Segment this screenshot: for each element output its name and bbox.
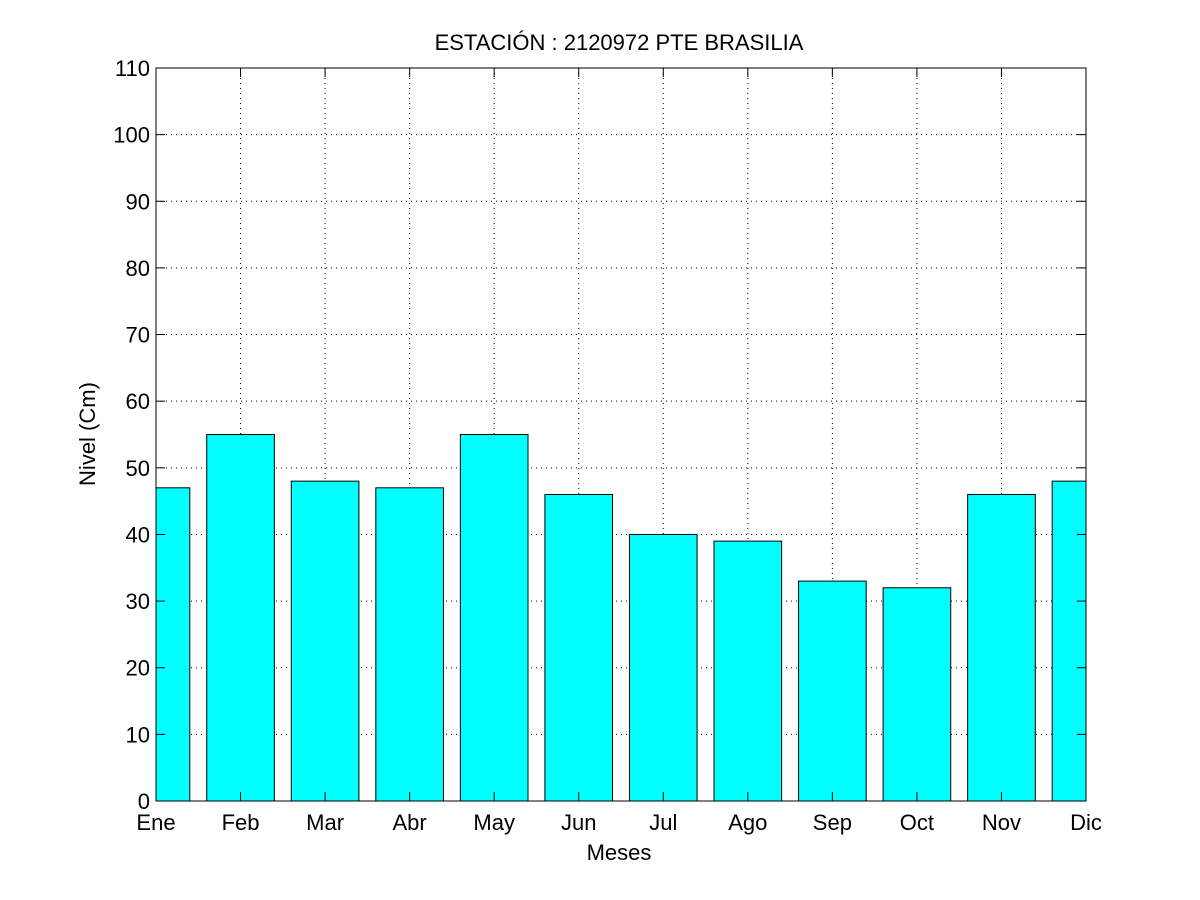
x-axis-label: Meses [587, 840, 652, 865]
y-tick-label: 100 [113, 123, 150, 148]
y-axis-label: Nivel (Cm) [75, 382, 100, 486]
bar-sep [798, 580, 867, 801]
x-tick-label: Jul [649, 810, 677, 835]
bar-jun [544, 493, 614, 801]
x-tick-label: Ago [728, 810, 767, 835]
y-tick-label: 10 [126, 722, 150, 747]
bar-feb [206, 434, 275, 801]
y-tick-label: 20 [126, 656, 150, 681]
x-tick-label: Feb [222, 810, 260, 835]
y-tick-label: 80 [126, 256, 150, 281]
y-tick-label: 40 [126, 522, 150, 547]
bar-oct [882, 587, 952, 801]
axis-ticks [155, 67, 1087, 802]
bar-mar [290, 480, 360, 801]
bar-may [459, 434, 529, 801]
x-tick-label: Mar [306, 810, 344, 835]
y-tick-labels: 0 10 20 30 40 50 60 70 80 90 100 110 [113, 56, 150, 814]
y-tick-label: 0 [138, 789, 150, 814]
y-tick-label: 50 [126, 456, 150, 481]
bar-nov [967, 493, 1036, 801]
y-tick-label: 60 [126, 389, 150, 414]
y-tick-label: 70 [126, 323, 150, 348]
bar-abr [375, 487, 444, 801]
x-tick-label: Oct [900, 810, 934, 835]
y-tick-label: 90 [126, 189, 150, 214]
bar-jul [628, 533, 698, 801]
x-tick-label: Nov [982, 810, 1021, 835]
x-tick-label: Dic [1070, 810, 1102, 835]
x-tick-label: Jun [561, 810, 596, 835]
bars [156, 434, 1086, 801]
x-tick-label: Ene [136, 810, 175, 835]
axes-box [155, 67, 1087, 802]
x-tick-label: Abr [393, 810, 427, 835]
x-tick-label: May [473, 810, 515, 835]
y-tick-label: 110 [115, 56, 150, 81]
bar-ene [156, 487, 191, 801]
x-tick-label: Sep [813, 810, 852, 835]
x-tick-labels: Ene Feb Mar Abr May Jun Jul Ago Sep Oct Nov Dic [136, 810, 1101, 835]
bar-ago [713, 540, 783, 801]
chart-title: ESTACIÓN : 2120972 PTE BRASILIA [435, 30, 804, 55]
y-tick-label: 30 [126, 589, 150, 614]
